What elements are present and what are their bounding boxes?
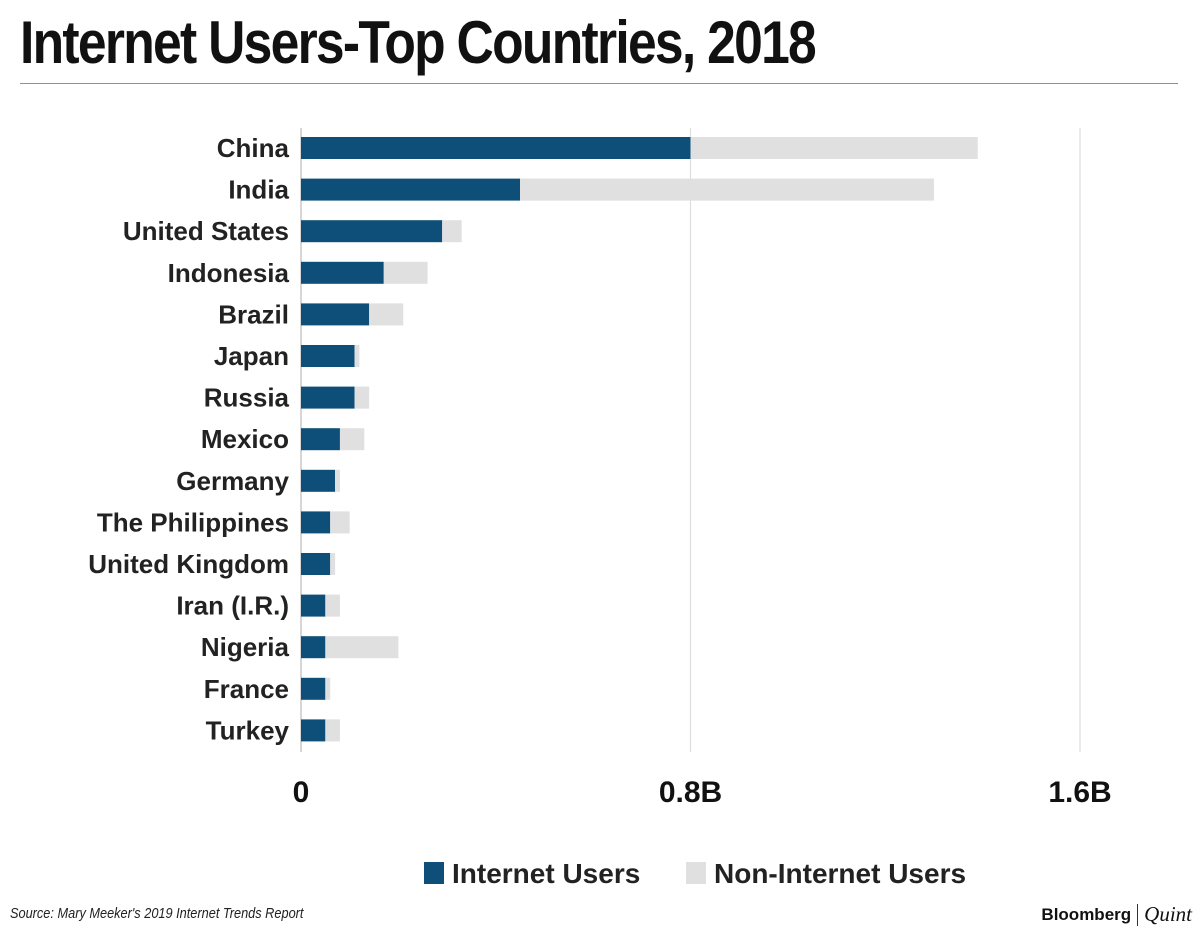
legend-swatch: [686, 862, 706, 884]
bar-internet-users: [301, 386, 355, 409]
chart-title: Internet Users-Top Countries, 2018: [20, 9, 817, 76]
category-label: Iran (I.R.): [176, 591, 289, 621]
bar-non-internet-users: [383, 261, 428, 284]
bar-internet-users: [301, 220, 443, 243]
category-label: Mexico: [201, 424, 289, 454]
bar-non-internet-users: [520, 178, 934, 201]
bar-internet-users: [301, 345, 355, 367]
category-label: Brazil: [218, 299, 289, 329]
category-label: The Philippines: [97, 507, 289, 537]
category-label: France: [204, 674, 289, 704]
bar-internet-users: [301, 428, 340, 451]
category-label: India: [228, 175, 289, 205]
bar-internet-users: [301, 469, 336, 492]
category-label: Germany: [176, 466, 289, 496]
bar-internet-users: [301, 178, 521, 201]
logo-quint: Quint: [1144, 902, 1192, 926]
logo-bloomberg: Bloomberg: [1041, 904, 1132, 924]
bar-non-internet-users: [339, 428, 365, 451]
source-note: Source: Mary Meeker's 2019 Internet Tren…: [10, 905, 304, 922]
bar-non-internet-users: [325, 636, 399, 659]
bar-internet-users: [301, 594, 326, 617]
legend-label: Non-Internet Users: [714, 858, 966, 889]
bar-internet-users: [301, 511, 331, 534]
bar-non-internet-users: [335, 469, 340, 492]
x-tick-label: 1.6B: [1048, 776, 1111, 809]
bar-non-internet-users: [325, 719, 340, 742]
category-label: Nigeria: [201, 632, 290, 662]
bar-non-internet-users: [354, 386, 370, 409]
bar-internet-users: [301, 719, 326, 742]
bar-internet-users: [301, 553, 331, 575]
category-label: United States: [123, 216, 289, 246]
legend-label: Internet Users: [452, 858, 640, 889]
bar-non-internet-users: [325, 677, 331, 700]
category-label: China: [217, 133, 290, 163]
bar-internet-users: [301, 636, 326, 659]
x-tick-label: 0.8B: [659, 776, 722, 809]
title-divider: [20, 83, 1178, 84]
bar-internet-users: [301, 677, 326, 700]
category-label: Russia: [204, 383, 290, 413]
bar-internet-users: [301, 303, 370, 326]
logo-separator: [1137, 903, 1139, 926]
bar-non-internet-users: [354, 345, 360, 367]
bar-internet-users: [301, 137, 691, 159]
bar-internet-users: [301, 261, 384, 284]
x-tick-label: 0: [293, 776, 310, 809]
bar-non-internet-users: [442, 220, 462, 243]
bloomberg-quint-logo: Bloomberg Quint: [1041, 902, 1192, 927]
bar-chart: 0 0.8B 1.6B China India United States Indonesi…: [88, 128, 1112, 889]
category-label: United Kingdom: [88, 549, 289, 579]
legend-swatch: [424, 862, 444, 884]
bar-non-internet-users: [330, 511, 350, 534]
category-label: Indonesia: [168, 258, 290, 288]
bar-non-internet-users: [690, 137, 978, 159]
bar-non-internet-users: [330, 553, 336, 575]
bar-non-internet-users: [325, 594, 340, 617]
bar-non-internet-users: [369, 303, 404, 326]
category-label: Turkey: [206, 715, 290, 745]
category-label: Japan: [214, 341, 289, 371]
